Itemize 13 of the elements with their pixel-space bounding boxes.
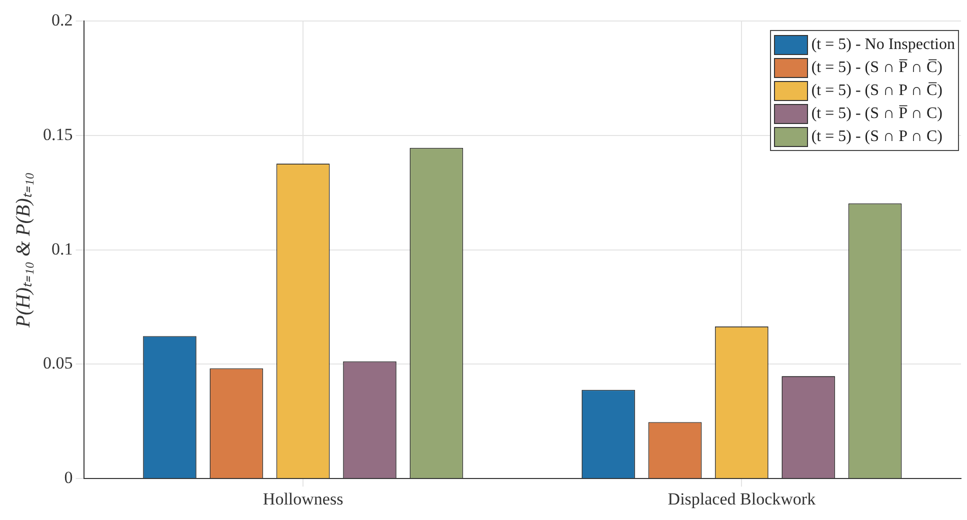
y-axis-title: P(H)ₜ₌₁₀ & P(B)ₜ₌₁₀: [12, 172, 34, 328]
y-tick-label: 0.1: [52, 239, 73, 258]
y-tick-label: 0.05: [43, 354, 73, 373]
legend-label: (t = 5) - (S ∩ P ∩ C): [811, 128, 942, 146]
x-tick-label: Hollowness: [262, 489, 344, 508]
y-tick-label: 0.15: [43, 125, 73, 144]
legend-label: (t = 5) - (S ∩ P̅ ∩ C̅): [811, 58, 942, 76]
legend-label: (t = 5) - (S ∩ P ∩ C̅): [811, 82, 942, 100]
y-tick-label: 0.2: [52, 10, 73, 30]
x-tick-label: Displaced Blockwork: [668, 489, 816, 508]
legend-label: (t = 5) - No Inspection: [811, 36, 955, 54]
legend-label: (t = 5) - (S ∩ P̅ ∩ C): [811, 104, 942, 122]
y-tick-label: 0: [64, 468, 73, 488]
